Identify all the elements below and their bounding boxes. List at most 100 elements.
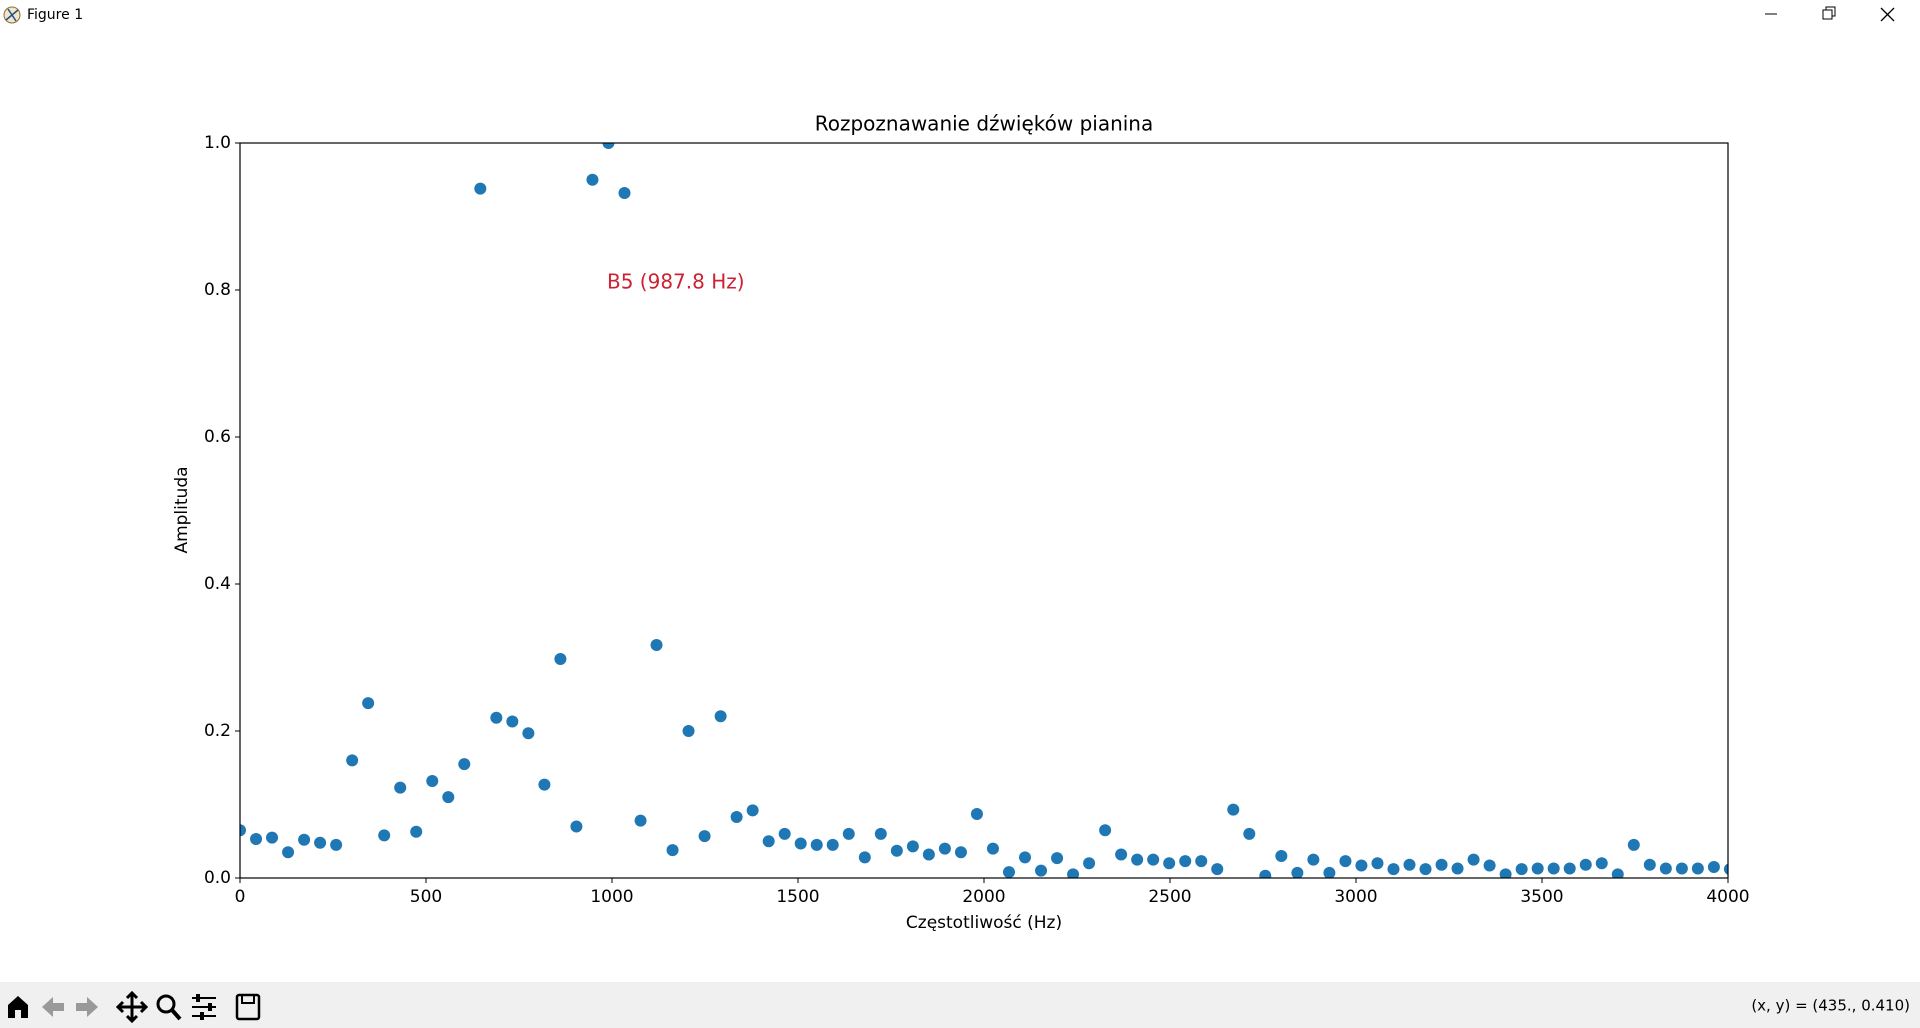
- pan-button[interactable]: [115, 990, 149, 1024]
- x-axis-label: Częstotliwość (Hz): [906, 913, 1062, 933]
- data-point: [714, 710, 727, 723]
- data-point: [810, 838, 823, 851]
- data-point: [490, 711, 503, 724]
- y-tick-label: 0.8: [204, 280, 231, 300]
- data-point: [362, 697, 375, 710]
- title-bar: [0, 0, 1920, 30]
- data-point: [474, 182, 487, 195]
- data-point: [240, 824, 246, 837]
- data-point: [1579, 858, 1592, 871]
- x-tick-label: 3500: [1520, 887, 1563, 907]
- data-point: [762, 835, 775, 848]
- y-tick-label: 0.6: [204, 427, 231, 447]
- data-point: [1018, 851, 1031, 864]
- data-point: [1419, 863, 1432, 876]
- data-point: [1483, 859, 1496, 872]
- data-point: [1675, 862, 1688, 875]
- data-point: [1547, 862, 1560, 875]
- data-point: [842, 827, 855, 840]
- data-point: [730, 810, 743, 823]
- data-point: [1403, 858, 1416, 871]
- data-point: [1659, 862, 1672, 875]
- data-point: [1355, 859, 1368, 872]
- configure-button[interactable]: [192, 994, 216, 1020]
- scatter-points: [240, 143, 1728, 878]
- data-point: [266, 831, 279, 844]
- x-tick-label: 1000: [590, 887, 633, 907]
- data-point: [1099, 824, 1112, 837]
- data-point: [1723, 863, 1728, 875]
- data-point: [858, 851, 871, 864]
- restore-button[interactable]: [1822, 6, 1836, 20]
- data-point: [1467, 853, 1480, 866]
- data-point: [538, 778, 551, 791]
- data-point: [890, 844, 903, 857]
- data-point: [1499, 868, 1512, 878]
- y-tick-label: 1.0: [204, 133, 231, 153]
- data-point: [378, 829, 391, 842]
- data-point: [522, 727, 535, 740]
- data-point: [746, 804, 759, 817]
- data-point: [1387, 863, 1400, 876]
- data-point: [1691, 862, 1704, 875]
- data-point: [1051, 852, 1064, 865]
- data-point: [1147, 853, 1160, 866]
- data-point: [1291, 866, 1304, 878]
- data-point: [442, 791, 455, 804]
- data-point: [570, 820, 583, 833]
- x-tick-label: 1500: [776, 887, 819, 907]
- data-point: [1115, 848, 1128, 861]
- data-point: [1339, 855, 1352, 868]
- data-point: [922, 848, 935, 861]
- data-point: [906, 840, 919, 853]
- data-point: [1211, 863, 1224, 876]
- data-point: [1259, 869, 1272, 878]
- data-point: [1179, 855, 1192, 868]
- data-point: [1035, 864, 1048, 877]
- axes-frame: [239, 142, 1729, 879]
- data-point: [346, 754, 359, 767]
- data-point: [874, 827, 887, 840]
- data-point: [938, 842, 951, 855]
- y-tick-label: 0.0: [204, 868, 231, 888]
- data-point: [1275, 849, 1288, 862]
- y-axis-label: Amplituda: [172, 466, 192, 553]
- back-button[interactable]: [42, 997, 64, 1017]
- annotation: B5 (987.8 Hz): [607, 270, 745, 294]
- data-point: [682, 725, 695, 737]
- data-point: [1611, 868, 1624, 878]
- forward-button[interactable]: [76, 997, 98, 1017]
- data-point: [778, 827, 791, 840]
- save-button[interactable]: [235, 993, 261, 1021]
- data-point: [634, 814, 647, 827]
- data-point: [1307, 853, 1320, 866]
- zoom-button[interactable]: [156, 994, 182, 1021]
- window-title: Figure 1: [27, 7, 83, 23]
- data-point: [1195, 855, 1208, 868]
- data-point: [314, 836, 327, 849]
- data-point: [1323, 866, 1336, 878]
- close-button[interactable]: [1880, 7, 1895, 22]
- data-point: [794, 837, 807, 850]
- x-tick-label: 2500: [1148, 887, 1191, 907]
- data-point: [1435, 858, 1448, 871]
- data-point: [394, 781, 407, 794]
- x-tick-label: 4000: [1706, 887, 1749, 907]
- data-point: [1243, 827, 1256, 840]
- home-button[interactable]: [8, 996, 28, 1018]
- data-point: [1643, 858, 1656, 871]
- data-point: [1371, 857, 1384, 870]
- data-point: [1003, 866, 1015, 878]
- data-point: [1595, 857, 1608, 870]
- data-point: [1067, 868, 1080, 878]
- data-point: [426, 774, 439, 787]
- data-point: [250, 833, 263, 846]
- x-tick-label: 3000: [1334, 887, 1377, 907]
- data-point: [970, 808, 983, 821]
- data-point: [954, 846, 967, 859]
- data-point: [1515, 863, 1528, 876]
- data-point: [986, 842, 999, 855]
- data-point: [1451, 862, 1464, 875]
- y-tick-label: 0.2: [204, 721, 231, 741]
